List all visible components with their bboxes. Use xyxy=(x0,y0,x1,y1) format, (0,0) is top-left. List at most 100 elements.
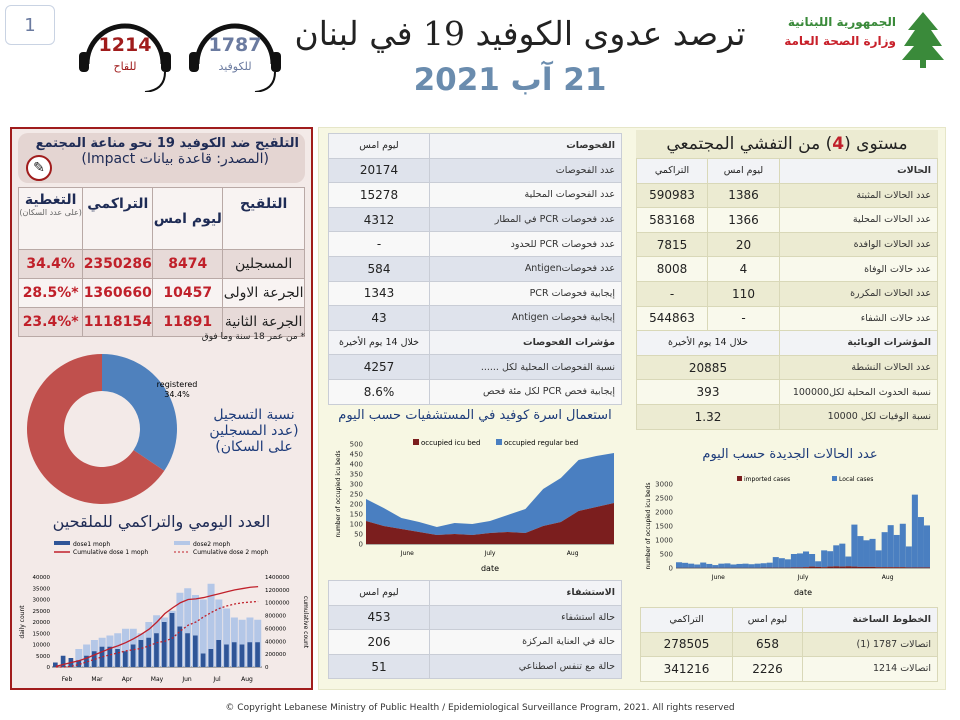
row-cumulative: 544863 xyxy=(636,305,708,332)
local-cases-bar xyxy=(676,562,683,568)
y-tick-label: 500 xyxy=(350,441,363,449)
local-cases-bar xyxy=(712,565,719,568)
coverage-label: التغطية xyxy=(24,192,77,208)
local-cases-bar xyxy=(724,563,731,568)
icu-bed-area xyxy=(366,503,614,544)
row-cumulative: 1118154 xyxy=(82,307,154,337)
dose1-bar xyxy=(84,655,89,667)
local-cases-bar xyxy=(742,563,749,568)
logo-line-2: وزارة الصحة العامة xyxy=(784,34,896,48)
y2-tick-label: 1400000 xyxy=(265,575,290,581)
cumulative-dose2-line xyxy=(55,600,259,668)
dose2-bar xyxy=(207,583,215,667)
local-cases-bar xyxy=(730,564,737,568)
legend-label: dose1 moph xyxy=(73,541,110,548)
imported-cases-bar xyxy=(790,567,797,568)
row-cumulative: 7815 xyxy=(636,231,708,258)
x-month-label: June xyxy=(400,550,414,557)
table-row: إيجابية فحوصات PCR 1343 xyxy=(328,280,622,307)
row-value: 1343 xyxy=(328,280,430,307)
row-yesterday: - xyxy=(707,305,780,332)
x-month-label: Apr xyxy=(122,676,133,683)
daily-vaccination-chart: 0 5000 10000 15000 20000 25000 30000 35000 40000… xyxy=(19,541,309,683)
row-value: 206 xyxy=(328,629,430,655)
table-row: إيجابية فحص PCR لكل مئة فحص 8.6% xyxy=(328,378,622,405)
imported-cases-bar xyxy=(821,567,828,568)
y2-axis-label: cumulative count xyxy=(302,596,309,649)
hotlines-header-yesterday: ليوم امس xyxy=(732,607,803,633)
imported-cases-bar xyxy=(796,567,803,568)
dose1-bar xyxy=(60,655,66,667)
dose1-bar xyxy=(99,646,105,667)
y-axis-label: number of occupied icu beds xyxy=(645,482,652,569)
imported-cases-bar xyxy=(833,566,840,568)
table-row: نسبة الوفيات لكل 10000 1.32 xyxy=(636,403,938,430)
y-tick-label: 10000 xyxy=(33,643,51,649)
row-value: 393 xyxy=(636,379,780,405)
dose1-bar xyxy=(247,642,253,667)
hotline-covid-badge: 1787 للكوفيد xyxy=(185,12,285,93)
x-month-label: Jun xyxy=(181,676,192,683)
y-axis-label: daily count xyxy=(19,605,26,639)
imported-cases-bar xyxy=(839,566,846,568)
dose1-bar xyxy=(146,637,151,667)
local-cases-bar xyxy=(875,550,882,568)
dose1-bar xyxy=(130,644,136,667)
y-tick-label: 1500 xyxy=(655,523,673,531)
dose1-bar xyxy=(200,653,206,667)
row-yesterday: 1386 xyxy=(707,182,780,209)
cedar-icon xyxy=(902,12,944,68)
local-cases-bar xyxy=(700,562,707,568)
hotlines-header-label: الخطوط الساخنة xyxy=(802,607,938,633)
header-cumulative: التراكمي xyxy=(82,187,154,250)
y-tick-label: 400 xyxy=(350,461,363,469)
table-row: عدد فحوصاتAntigen 584 xyxy=(328,255,622,282)
cumulative-dose1-line xyxy=(55,585,259,667)
hospital-beds-chart: 0 50 100 150 200 250 300 350 400 450 500 June July Au… xyxy=(335,439,614,573)
row-cumulative: 590983 xyxy=(636,182,708,209)
hotline-label: للكوفيد xyxy=(218,60,252,73)
local-cases-bar xyxy=(790,554,797,568)
dose2-bar xyxy=(215,599,223,667)
row-coverage: 34.4% xyxy=(17,249,84,279)
table-row: حالة استشفاء 453 xyxy=(328,604,622,631)
dose1-bar xyxy=(216,640,221,667)
y-tick-label: 350 xyxy=(350,471,363,479)
legend-swatch xyxy=(413,439,419,445)
imported-cases-bar xyxy=(893,567,900,568)
donut-caption: نسبة التسجيل (عدد المسجلين على السكان) xyxy=(209,407,299,455)
x-axis-label: date xyxy=(481,564,499,573)
row-label: عدد الحالات المكررة xyxy=(779,280,938,307)
row-value: 15278 xyxy=(328,182,430,208)
dose2-bar xyxy=(122,628,129,667)
hotline-vaccine-badge: 1214 للقاح xyxy=(75,12,175,93)
dose1-bar xyxy=(208,649,214,667)
row-value: 8.6% xyxy=(328,378,430,405)
imported-cases-bar xyxy=(809,566,816,568)
report-date: 21 آب 2021 xyxy=(413,62,607,98)
vaccination-table: التلقيح ليوم امس التراكمي التغطية (على عد… xyxy=(17,187,305,337)
table-row: نسبة الفحوصات المحلية لكل ...... 4257 xyxy=(328,354,622,380)
row-label: عدد الفحوصات xyxy=(429,157,622,184)
outbreak-level: 4 xyxy=(832,134,845,154)
y-tick-label: 200 xyxy=(350,501,363,509)
local-cases-bar xyxy=(911,494,918,568)
row-label: اتصالات 1214 xyxy=(802,656,938,682)
x-month-label: Feb xyxy=(62,676,73,683)
table-row: حالة مع تنفس اصطناعي 51 xyxy=(328,653,622,680)
dose1-bar xyxy=(177,626,183,667)
local-cases-bar xyxy=(923,525,930,568)
header-yesterday: ليوم امس xyxy=(152,187,224,250)
imported-cases-bar xyxy=(905,567,912,568)
local-cases-bar xyxy=(905,546,912,568)
legend-swatch xyxy=(54,541,70,545)
row-cumulative: 2350286 xyxy=(82,249,154,279)
dose1-bar xyxy=(239,644,245,667)
table-row: الجرعة الاولى 10457 1360660 *28.5% xyxy=(17,278,305,308)
local-cases-bar xyxy=(863,540,870,567)
x-month-label: July xyxy=(797,574,809,581)
y-tick-label: 2000 xyxy=(655,509,673,517)
row-label: إيجابية فحص PCR لكل مئة فحص xyxy=(429,378,622,405)
cases-header-yesterday: ليوم امس xyxy=(707,158,780,184)
donut-slice xyxy=(102,354,177,471)
